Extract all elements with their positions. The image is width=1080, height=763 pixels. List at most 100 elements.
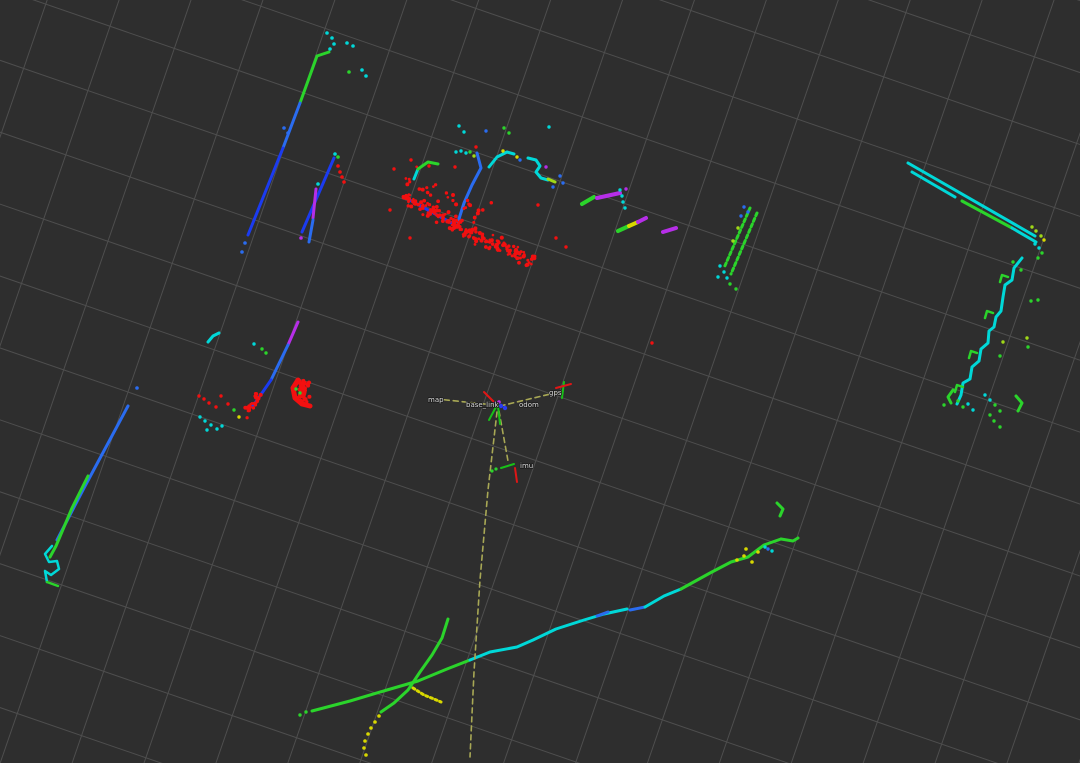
right-wall-end-cyan	[1033, 242, 1041, 250]
scurve-yg	[546, 177, 557, 184]
curb-blue-patch-2	[628, 605, 647, 612]
red-blob-arc	[290, 377, 313, 409]
tri-purple	[636, 216, 648, 224]
ladder-blue-dots	[739, 205, 750, 218]
tf-frame-label: gps	[549, 389, 562, 397]
diag-left-blue	[269, 343, 290, 382]
band-blue-curve	[456, 151, 483, 224]
right-zigzag	[955, 256, 1024, 406]
scurve-purple-dot	[544, 165, 548, 169]
top-speckle-yg	[472, 154, 476, 158]
ladder-yg-dots	[731, 226, 740, 243]
zig-bottom-cyan-dots	[966, 393, 992, 412]
dash-purple-long	[595, 191, 622, 200]
wall-nw-deepblue	[246, 146, 285, 237]
scurve-cyan	[526, 156, 550, 182]
curb-end-cyan-dots	[763, 545, 774, 553]
wall-nw-green-dots	[336, 70, 351, 159]
tri-green	[616, 224, 631, 233]
wall-nw-tip	[325, 31, 368, 156]
tf-frame-label: map	[428, 396, 444, 404]
hook-green	[416, 160, 440, 171]
left-line-loop	[43, 544, 61, 584]
cross-green-curve	[379, 617, 450, 714]
tf-imu-x-axis	[514, 467, 518, 483]
tf-imu-y-axis	[500, 463, 515, 469]
zig-bottom-green-dots	[942, 399, 1002, 429]
dash-green	[580, 195, 596, 206]
tf-center-y-axis	[488, 404, 498, 421]
tf-center-purple	[497, 400, 501, 404]
wall-nw-green	[298, 54, 319, 105]
wave-yellow-dots	[501, 149, 519, 159]
dash-cyan-dots	[618, 188, 627, 210]
wall-nw-stray-blue	[240, 126, 290, 254]
top-speckle-blue	[484, 129, 488, 133]
right-wall-2b	[960, 199, 1014, 230]
dash-purple-dot	[624, 187, 628, 191]
tf-frame-labels: base_link odom gps imu map	[427, 388, 562, 471]
zig-bottom-hook-2	[1014, 394, 1024, 413]
top-speckle-cyan	[454, 124, 551, 155]
yellow-dot-trail	[362, 714, 381, 757]
pillar-cyan-tip	[316, 182, 320, 186]
tf-link-imu	[498, 410, 509, 462]
tf-frame-label: odom	[519, 401, 539, 409]
tf-center-y2-axis	[497, 405, 501, 425]
curb-green-west	[310, 658, 472, 713]
curb-blue-patch-1	[595, 610, 610, 618]
red-specks-left	[197, 394, 230, 409]
pillar-blue	[307, 218, 315, 244]
zig-green-dots	[998, 260, 1040, 358]
wall-nw-second	[300, 156, 336, 234]
curb-cyan-east	[643, 587, 683, 609]
green-specks-left	[232, 347, 268, 412]
left-line-loop-tail	[45, 580, 60, 588]
hook-cyan	[412, 167, 420, 181]
wall-nw-hook	[315, 50, 331, 58]
red-singles	[388, 145, 654, 345]
tf-frame-label: base_link	[466, 401, 500, 409]
right-wall-end-yg	[1030, 225, 1043, 238]
yellow-arc	[411, 686, 443, 704]
curb-end-blue-dot	[766, 547, 770, 551]
left-line-green	[48, 474, 90, 559]
ladder-line-2	[729, 211, 759, 276]
yellow-speck-left	[237, 415, 241, 419]
scurve-blue-dots	[518, 158, 565, 189]
right-wall-end-yellow	[1042, 238, 1046, 242]
zig-bump-2	[983, 309, 995, 320]
zig-bump-1	[998, 273, 1010, 284]
ladder-line-1	[722, 206, 752, 270]
red-cluster-left	[243, 392, 263, 420]
dash-purple-2	[661, 226, 678, 234]
right-wall-2c	[1010, 226, 1038, 244]
ladder-cyan-dots	[716, 264, 729, 280]
tf-frame-label: imu	[520, 462, 533, 470]
tf-link-odom-long	[469, 411, 498, 758]
curb-green-hook-ne	[775, 501, 785, 518]
cyan-arc-left	[206, 331, 221, 344]
red-band-2	[450, 222, 537, 268]
right-wall-2a	[910, 170, 957, 199]
wall-nw-blue	[281, 101, 302, 150]
tf-gps-x-axis	[555, 383, 572, 389]
red-band-sparse	[404, 165, 494, 224]
pillar-purple	[311, 187, 318, 220]
top-speckle-green	[468, 126, 511, 154]
diag-left-purple	[286, 320, 300, 347]
tf-link-map	[436, 398, 495, 406]
wall-nw-purple-dot	[299, 236, 303, 240]
zig-yg-dots	[1001, 336, 1029, 344]
right-wall-1	[906, 161, 1037, 238]
tf-link-gps	[499, 390, 564, 407]
tf-gps-y-axis	[561, 381, 565, 399]
curb-green-east	[679, 537, 783, 591]
left-line-tip	[135, 386, 139, 390]
wall-nw-red-dots	[336, 164, 346, 184]
zig-bottom-hook-1	[946, 388, 955, 405]
ladder-green-dots	[728, 282, 738, 291]
